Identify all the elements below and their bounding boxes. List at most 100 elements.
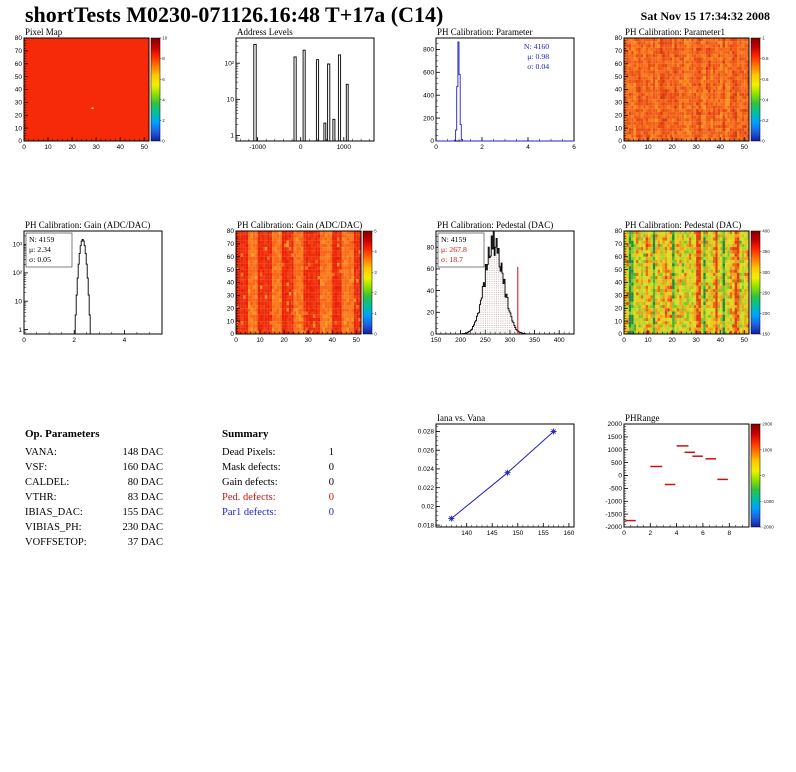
summary-row: Ped. defects: 0 (222, 490, 334, 505)
svg-text:30: 30 (15, 100, 23, 107)
svg-text:0: 0 (234, 337, 238, 344)
svg-text:200: 200 (423, 115, 434, 122)
svg-text:0: 0 (762, 139, 765, 144)
chart-pixel-map: 0 10 20 30 40 50 0 10 20 30 40 50 60 70 80 10 8 6 4 2 0 Pixel… (0, 26, 180, 158)
svg-text:0: 0 (299, 144, 303, 151)
svg-text:10: 10 (644, 144, 652, 151)
op-param-label: VSF: (25, 462, 48, 473)
svg-text:10³: 10³ (13, 242, 23, 249)
svg-text:Address Levels: Address Levels (237, 27, 293, 37)
svg-text:10²: 10² (13, 270, 23, 277)
chart-gain-map: 0 10 20 30 40 50 0 10 20 30 40 50 60 70 80 5 4 3 2 1 0 PH Cal… (212, 219, 392, 351)
chart-pedestal-histogram: 150 200 250 300 350 400 0 20 40 60 80 N: 4159 μ: 267… (412, 219, 592, 351)
summary-label: Gain defects: (222, 477, 278, 488)
svg-text:PH Calibration: Gain (ADC/DAC): PH Calibration: Gain (ADC/DAC) (25, 220, 150, 230)
svg-text:PH Calibration: Pedestal (DAC): PH Calibration: Pedestal (DAC) (437, 220, 553, 230)
svg-text:40: 40 (15, 87, 23, 94)
svg-text:N: 4159: N: 4159 (441, 235, 466, 244)
svg-text:0: 0 (618, 138, 622, 145)
svg-text:60: 60 (427, 266, 435, 273)
svg-text:0: 0 (430, 331, 434, 338)
svg-text:30: 30 (304, 337, 312, 344)
summary-value: 0 (328, 477, 334, 488)
svg-text:2: 2 (162, 118, 165, 123)
svg-text:800: 800 (423, 47, 434, 54)
op-param-value: 230 DAC (122, 522, 163, 533)
summary-row: Mask defects: 0 (222, 460, 334, 475)
op-param-value: 83 DAC (127, 492, 163, 503)
svg-text:10: 10 (227, 318, 235, 325)
svg-text:80: 80 (227, 228, 235, 235)
op-param-label: VTHR: (25, 492, 57, 503)
svg-text:30: 30 (92, 144, 100, 151)
svg-text:50: 50 (15, 74, 23, 81)
svg-text:4: 4 (374, 249, 377, 254)
op-param-label: VANA: (25, 447, 57, 458)
svg-text:4: 4 (123, 337, 127, 344)
svg-text:μ: 0.98: μ: 0.98 (527, 52, 549, 61)
svg-text:0.2: 0.2 (762, 118, 769, 123)
svg-text:10: 10 (15, 125, 23, 132)
svg-text:0: 0 (430, 138, 434, 145)
svg-text:60: 60 (15, 61, 23, 68)
svg-text:50: 50 (141, 144, 149, 151)
svg-text:σ: 0.04: σ: 0.04 (527, 62, 549, 71)
op-param-value: 37 DAC (127, 537, 163, 548)
svg-text:PH Calibration: Parameter1: PH Calibration: Parameter1 (625, 27, 725, 37)
chart-ph-range: 0 2 4 6 8 -2000 -1500 -1000 -500 0 500 1000 1500 2000… (600, 412, 780, 544)
svg-text:10: 10 (15, 298, 23, 305)
svg-text:4: 4 (526, 144, 530, 151)
svg-text:Pixel Map: Pixel Map (25, 27, 63, 37)
svg-text:40: 40 (427, 288, 435, 295)
svg-text:80: 80 (15, 35, 23, 42)
svg-text:10: 10 (227, 97, 235, 104)
svg-text:-1000: -1000 (249, 144, 266, 151)
svg-text:10: 10 (44, 144, 52, 151)
op-param-value: 155 DAC (122, 507, 163, 518)
svg-text:20: 20 (668, 144, 676, 151)
op-param-row: VOFFSETOP: 37 DAC (25, 535, 163, 550)
svg-text:0: 0 (622, 144, 626, 151)
svg-text:8: 8 (162, 56, 165, 61)
svg-text:400: 400 (423, 92, 434, 99)
svg-text:2: 2 (480, 144, 484, 151)
svg-text:μ: 2.34: μ: 2.34 (29, 245, 51, 254)
svg-text:PH Calibration: Gain (ADC/DAC): PH Calibration: Gain (ADC/DAC) (237, 220, 362, 230)
svg-text:20: 20 (615, 113, 623, 120)
summary-value: 0 (328, 492, 334, 503)
svg-text:2: 2 (72, 337, 76, 344)
summary-label: Dead Pixels: (222, 447, 276, 458)
svg-text:70: 70 (227, 241, 235, 248)
op-param-label: VIBIAS_PH: (25, 522, 82, 533)
svg-text:150: 150 (431, 337, 442, 344)
svg-text:80: 80 (615, 35, 623, 42)
chart-address-levels: -1000 0 1000 1 10 10² Address Levels (212, 26, 392, 158)
summary-title: Summary (222, 428, 269, 440)
svg-text:40: 40 (615, 87, 623, 94)
chart-gain-histogram: 0 2 4 1 10 10² 10³ N: 4159 μ: 2.34 σ: 0.05 PH Cali… (0, 219, 180, 351)
svg-text:10²: 10² (225, 60, 235, 67)
svg-text:6: 6 (162, 77, 165, 82)
op-parameters-title: Op. Parameters (25, 428, 100, 440)
op-param-label: VOFFSETOP: (25, 537, 87, 548)
svg-text:3: 3 (374, 270, 377, 275)
summary-label: Par1 defects: (222, 507, 277, 518)
svg-text:0: 0 (162, 139, 165, 144)
chart-pedestal-map: 0 10 20 30 40 50 0 10 20 30 40 50 60 70 80 400 350 300 250… (600, 219, 780, 351)
svg-text:1000: 1000 (337, 144, 352, 151)
op-param-value: 160 DAC (122, 462, 163, 473)
svg-text:0.8: 0.8 (762, 56, 769, 61)
svg-text:0.4: 0.4 (762, 97, 769, 102)
summary-label: Ped. defects: (222, 492, 276, 503)
svg-text:60: 60 (615, 61, 623, 68)
svg-text:N: 4160: N: 4160 (524, 42, 549, 51)
svg-text:10: 10 (162, 36, 168, 41)
svg-text:30: 30 (692, 144, 700, 151)
svg-text:50: 50 (741, 144, 749, 151)
summary-label: Mask defects: (222, 462, 281, 473)
svg-text:PH Calibration: Parameter: PH Calibration: Parameter (437, 27, 532, 37)
svg-text:40: 40 (329, 337, 337, 344)
chart-iana-vs-vana: 140 145 150 155 160 0.018 0.02 0.022 0.024 0.026 0… (412, 412, 592, 544)
summary-row: Gain defects: 0 (222, 475, 334, 490)
svg-text:N: 4159: N: 4159 (29, 235, 54, 244)
